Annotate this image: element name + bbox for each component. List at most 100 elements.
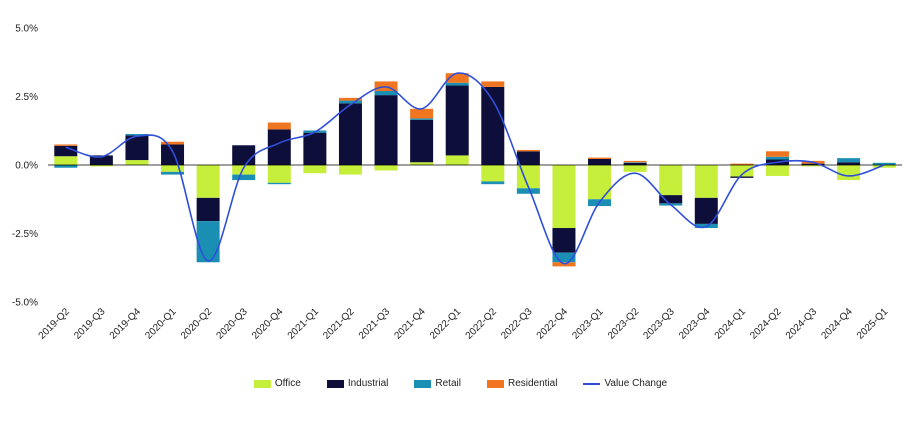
- bar-industrial[interactable]: [552, 228, 576, 253]
- bar-retail[interactable]: [765, 156, 789, 160]
- legend-label-office: Office: [274, 378, 301, 389]
- bar-retail[interactable]: [338, 100, 362, 104]
- bar-retail[interactable]: [623, 162, 647, 163]
- bar-industrial[interactable]: [694, 197, 718, 224]
- bar-residential[interactable]: [410, 108, 434, 119]
- legend-swatch-residential: [486, 379, 504, 388]
- bar-retail[interactable]: [552, 252, 576, 263]
- x-tick-label: 2023-Q2: [606, 306, 642, 342]
- bar-industrial[interactable]: [837, 162, 861, 165]
- bar-office[interactable]: [659, 165, 683, 196]
- bar-office[interactable]: [267, 165, 291, 183]
- bar-industrial[interactable]: [125, 135, 149, 161]
- bar-residential[interactable]: [765, 151, 789, 157]
- bar-retail[interactable]: [837, 158, 861, 163]
- bar-industrial[interactable]: [659, 195, 683, 204]
- x-tick-label: 2023-Q4: [677, 306, 713, 342]
- value-change-line-group: [65, 72, 885, 265]
- bar-office[interactable]: [410, 162, 434, 165]
- legend-item-value-change[interactable]: Value Change: [583, 378, 667, 389]
- x-tick-label: 2022-Q2: [464, 306, 500, 342]
- legend-item-retail[interactable]: Retail: [414, 378, 461, 389]
- bar-retail[interactable]: [232, 174, 256, 181]
- bar-industrial[interactable]: [801, 163, 825, 165]
- bar-retail[interactable]: [267, 182, 291, 185]
- bar-office[interactable]: [801, 165, 825, 167]
- bar-residential[interactable]: [516, 149, 540, 152]
- bar-industrial[interactable]: [303, 132, 327, 165]
- bar-industrial[interactable]: [89, 155, 113, 165]
- bar-residential[interactable]: [623, 160, 647, 163]
- bar-retail[interactable]: [410, 118, 434, 120]
- x-tick-label: 2020-Q3: [215, 306, 251, 342]
- x-tick-label: 2019-Q2: [37, 306, 73, 342]
- bar-industrial[interactable]: [374, 95, 398, 165]
- bar-office[interactable]: [730, 165, 754, 177]
- legend-item-residential[interactable]: Residential: [486, 378, 557, 389]
- bar-residential[interactable]: [267, 122, 291, 130]
- bar-residential[interactable]: [161, 141, 185, 145]
- bar-retail[interactable]: [196, 221, 220, 263]
- bar-retail[interactable]: [161, 171, 185, 175]
- bar-office[interactable]: [588, 165, 612, 200]
- bar-residential[interactable]: [338, 97, 362, 101]
- bar-industrial[interactable]: [588, 158, 612, 165]
- bar-office[interactable]: [161, 165, 185, 172]
- bar-industrial[interactable]: [196, 197, 220, 222]
- x-tick-label: 2024-Q2: [748, 306, 784, 342]
- bar-retail[interactable]: [516, 188, 540, 194]
- bar-office[interactable]: [872, 165, 896, 168]
- bar-office[interactable]: [552, 165, 576, 229]
- bar-office[interactable]: [303, 165, 327, 174]
- bar-office[interactable]: [481, 165, 505, 182]
- bar-office[interactable]: [374, 165, 398, 171]
- y-tick-label: -2.5%: [12, 229, 38, 240]
- bar-industrial[interactable]: [338, 103, 362, 165]
- bar-industrial[interactable]: [54, 145, 78, 157]
- legend-swatch-industrial: [326, 379, 344, 388]
- x-tick-label: 2022-Q3: [499, 306, 535, 342]
- bar-residential[interactable]: [445, 73, 469, 83]
- x-tick-label: 2020-Q4: [250, 306, 286, 342]
- bar-industrial[interactable]: [516, 151, 540, 165]
- bar-industrial[interactable]: [730, 176, 754, 178]
- bar-office[interactable]: [338, 165, 362, 175]
- bar-industrial[interactable]: [445, 85, 469, 156]
- bar-office[interactable]: [125, 160, 149, 165]
- bar-office[interactable]: [694, 165, 718, 198]
- bar-residential[interactable]: [730, 163, 754, 165]
- bar-retail[interactable]: [481, 181, 505, 185]
- bar-industrial[interactable]: [410, 119, 434, 163]
- bar-office[interactable]: [232, 165, 256, 175]
- bar-office[interactable]: [54, 156, 78, 165]
- bar-office[interactable]: [623, 165, 647, 172]
- legend-item-industrial[interactable]: Industrial: [326, 378, 388, 389]
- bar-office[interactable]: [89, 165, 113, 167]
- bar-residential[interactable]: [481, 81, 505, 87]
- bar-residential[interactable]: [588, 157, 612, 159]
- bar-industrial[interactable]: [232, 145, 256, 165]
- x-tick-label: 2021-Q2: [321, 306, 357, 342]
- value-change-line[interactable]: [65, 72, 885, 265]
- bar-office[interactable]: [445, 155, 469, 165]
- bar-retail[interactable]: [445, 82, 469, 86]
- bar-office[interactable]: [765, 165, 789, 176]
- bar-industrial[interactable]: [623, 162, 647, 165]
- legend-item-office[interactable]: Office: [253, 378, 301, 389]
- bar-office[interactable]: [196, 165, 220, 198]
- x-tick-label: 2023-Q3: [642, 306, 678, 342]
- bar-retail[interactable]: [54, 165, 78, 168]
- bar-industrial[interactable]: [161, 144, 185, 165]
- bar-industrial[interactable]: [481, 86, 505, 165]
- legend-swatch-office: [253, 379, 271, 388]
- legend-swatch-retail: [414, 379, 432, 388]
- bar-office[interactable]: [837, 165, 861, 181]
- bar-retail[interactable]: [374, 91, 398, 96]
- x-tick-label: 2024-Q1: [713, 306, 749, 342]
- legend-label-value-change: Value Change: [604, 378, 668, 389]
- bar-retail[interactable]: [125, 134, 149, 136]
- bar-retail[interactable]: [872, 162, 896, 165]
- bar-industrial[interactable]: [267, 129, 291, 165]
- bar-residential[interactable]: [54, 144, 78, 146]
- x-tick-label: 2021-Q3: [357, 306, 393, 342]
